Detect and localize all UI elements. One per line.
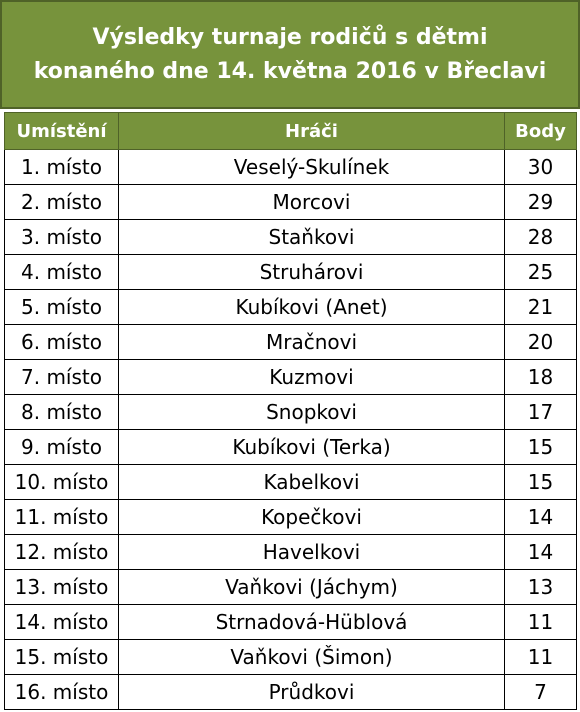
players-cell: Snopkovi [118, 394, 505, 430]
players-cell: Struhárovi [118, 254, 505, 290]
rank-cell: 12. místo [4, 534, 119, 570]
rank-cell: 7. místo [4, 359, 119, 395]
points-cell: 15 [504, 464, 577, 500]
title-banner: Výsledky turnaje rodičů s dětmi konaného… [0, 0, 580, 109]
points-cell: 29 [504, 184, 577, 220]
rank-cell: 1. místo [4, 149, 119, 185]
players-cell: Mračnovi [118, 324, 505, 360]
rank-cell: 10. místo [4, 464, 119, 500]
points-cell: 25 [504, 254, 577, 290]
players-cell: Kuzmovi [118, 359, 505, 395]
table-row: 13. místo Vaňkovi (Jáchym) 13 [4, 569, 577, 605]
points-cell: 14 [504, 534, 577, 570]
header-row: Umístění Hráči Body [4, 112, 577, 150]
players-cell: Strnadová-Hüblová [118, 604, 505, 640]
players-cell: Morcovi [118, 184, 505, 220]
rank-cell: 11. místo [4, 499, 119, 535]
rank-cell: 15. místo [4, 639, 119, 675]
players-cell: Kubíkovi (Anet) [118, 289, 505, 325]
players-cell: Havelkovi [118, 534, 505, 570]
points-cell: 13 [504, 569, 577, 605]
table-row: 12. místo Havelkovi 14 [4, 534, 577, 570]
rank-cell: 16. místo [4, 674, 119, 710]
table-row: 5. místo Kubíkovi (Anet) 21 [4, 289, 577, 325]
rank-cell: 2. místo [4, 184, 119, 220]
rank-cell: 6. místo [4, 324, 119, 360]
table-row: 2. místo Morcovi 29 [4, 184, 577, 220]
players-cell: Průdkovi [118, 674, 505, 710]
header-players: Hráči [118, 112, 505, 150]
table-row: 6. místo Mračnovi 20 [4, 324, 577, 360]
table-row: 10. místo Kabelkovi 15 [4, 464, 577, 500]
rank-cell: 3. místo [4, 219, 119, 255]
results-body: 1. místo Veselý-Skulínek 30 2. místo Morcovi… [4, 149, 577, 710]
table-row: 1. místo Veselý-Skulínek 30 [4, 149, 577, 185]
rank-cell: 4. místo [4, 254, 119, 290]
players-cell: Vaňkovi (Šimon) [118, 639, 505, 675]
players-cell: Kopečkovi [118, 499, 505, 535]
players-cell: Vaňkovi (Jáchym) [118, 569, 505, 605]
rank-cell: 5. místo [4, 289, 119, 325]
title-line-2: konaného dne 14. května 2016 v Břeclavi [33, 58, 547, 84]
points-cell: 18 [504, 359, 577, 395]
table-row: 7. místo Kuzmovi 18 [4, 359, 577, 395]
points-cell: 11 [504, 604, 577, 640]
rank-cell: 13. místo [4, 569, 119, 605]
table-row: 3. místo Staňkovi 28 [4, 219, 577, 255]
points-cell: 28 [504, 219, 577, 255]
points-cell: 11 [504, 639, 577, 675]
players-cell: Veselý-Skulínek [118, 149, 505, 185]
header-points: Body [504, 112, 577, 150]
rank-cell: 9. místo [4, 429, 119, 465]
table-row: 4. místo Struhárovi 25 [4, 254, 577, 290]
points-cell: 14 [504, 499, 577, 535]
points-cell: 20 [504, 324, 577, 360]
results-table: Umístění Hráči Body 1. místo Veselý-Skulí… [4, 112, 577, 710]
points-cell: 21 [504, 289, 577, 325]
points-cell: 30 [504, 149, 577, 185]
rank-cell: 8. místo [4, 394, 119, 430]
rank-cell: 14. místo [4, 604, 119, 640]
points-cell: 15 [504, 429, 577, 465]
table-row: 15. místo Vaňkovi (Šimon) 11 [4, 639, 577, 675]
table-row: 9. místo Kubíkovi (Terka) 15 [4, 429, 577, 465]
table-row: 16. místo Průdkovi 7 [4, 674, 577, 710]
table-row: 11. místo Kopečkovi 14 [4, 499, 577, 535]
players-cell: Kabelkovi [118, 464, 505, 500]
players-cell: Staňkovi [118, 219, 505, 255]
header-rank: Umístění [4, 112, 119, 150]
players-cell: Kubíkovi (Terka) [118, 429, 505, 465]
points-cell: 17 [504, 394, 577, 430]
points-cell: 7 [504, 674, 577, 710]
table-row: 8. místo Snopkovi 17 [4, 394, 577, 430]
table-row: 14. místo Strnadová-Hüblová 11 [4, 604, 577, 640]
title-line-1: Výsledky turnaje rodičů s dětmi [92, 24, 488, 50]
